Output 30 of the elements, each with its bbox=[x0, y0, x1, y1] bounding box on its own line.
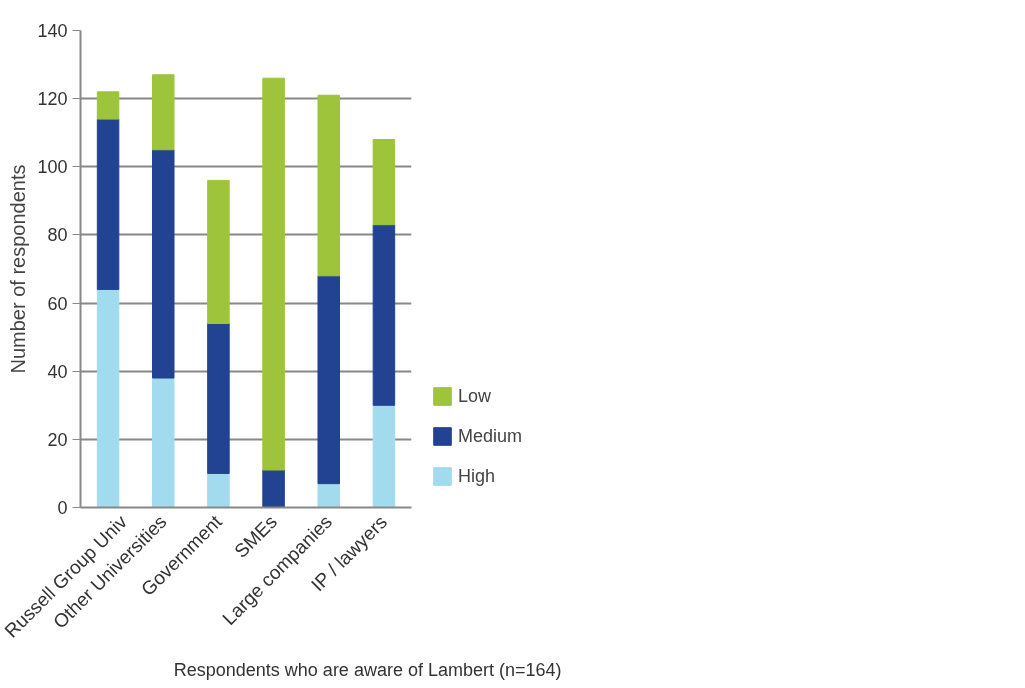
y-tick-label: 80 bbox=[47, 225, 68, 246]
bar bbox=[262, 77, 285, 471]
bar bbox=[262, 469, 285, 508]
legend-label: Low bbox=[458, 385, 492, 407]
y-tick-label: 60 bbox=[47, 293, 68, 314]
bar bbox=[151, 149, 175, 379]
bar bbox=[96, 91, 120, 120]
bar bbox=[207, 179, 230, 325]
text: Respondents who are aware of Lambert (n=164) bbox=[173, 659, 562, 680]
y-tick-label: 20 bbox=[47, 429, 68, 450]
bar bbox=[372, 224, 396, 406]
bar bbox=[96, 118, 120, 290]
bar bbox=[372, 139, 396, 226]
legend-label: Medium bbox=[458, 425, 523, 447]
bar bbox=[372, 404, 396, 508]
legend-label: High bbox=[458, 465, 496, 487]
y-tick-label: 140 bbox=[37, 21, 68, 41]
bar bbox=[317, 275, 341, 485]
bar bbox=[151, 74, 175, 151]
bar bbox=[207, 323, 230, 474]
y-tick-label: 100 bbox=[37, 157, 68, 178]
y-tick-label: 40 bbox=[47, 361, 68, 382]
bar bbox=[317, 94, 341, 277]
y-axis-title: Number of respondents bbox=[7, 164, 30, 374]
y-tick-label: 0 bbox=[57, 498, 68, 518]
bar bbox=[96, 288, 120, 508]
y-tick-label: 120 bbox=[37, 89, 68, 110]
bar bbox=[317, 483, 341, 508]
bar bbox=[207, 472, 230, 508]
bar bbox=[151, 377, 175, 508]
